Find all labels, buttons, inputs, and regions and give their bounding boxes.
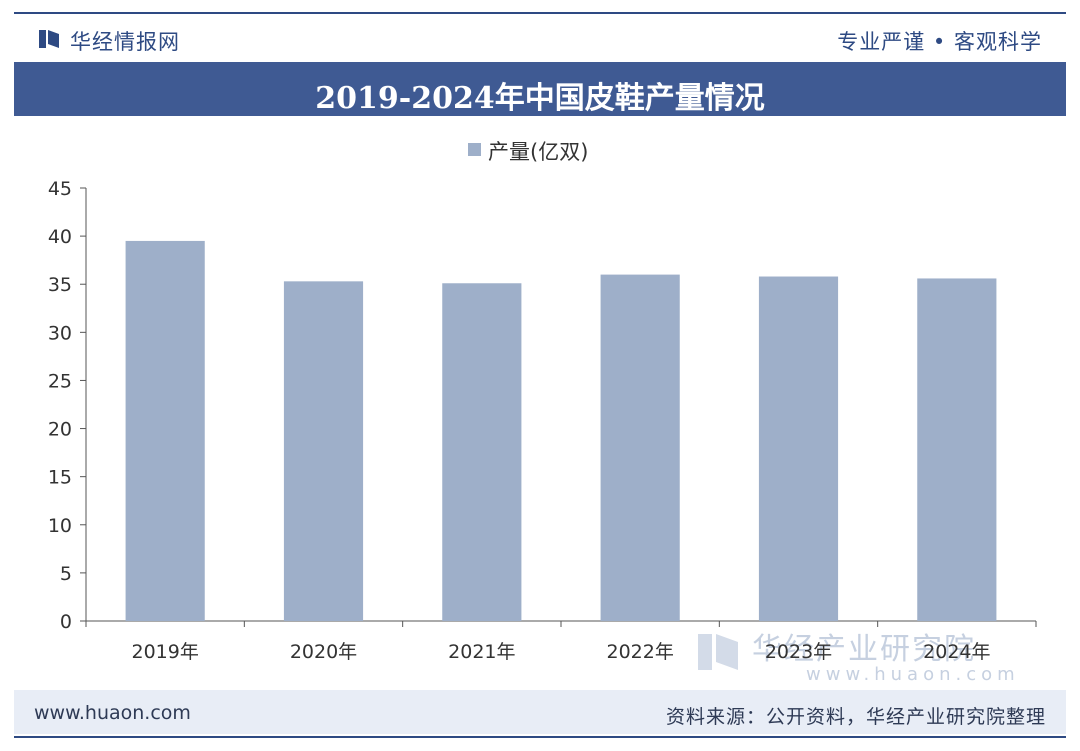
y-tick-label: 35: [48, 274, 72, 296]
x-tick-label: 2021年: [448, 641, 515, 663]
legend-label: 产量(亿双): [488, 140, 589, 164]
x-tick-label: 2023年: [765, 641, 832, 663]
watermark: 华经产业研究院 www.huaon.com: [696, 624, 1026, 685]
top-rule: [14, 12, 1066, 14]
y-tick-label: 15: [48, 467, 72, 489]
y-tick-label: 0: [60, 611, 72, 633]
bar-2022年: [600, 274, 680, 621]
watermark-logo-icon: [698, 634, 738, 670]
y-tick-label: 40: [48, 226, 72, 248]
brand-name: 华经情报网: [70, 30, 180, 54]
y-tick-label: 30: [48, 322, 72, 344]
legend-swatch: [468, 143, 481, 156]
y-tick-label: 45: [48, 178, 72, 200]
footer-source: 资料来源：公开资料，华经产业研究院整理: [665, 706, 1046, 728]
x-tick-label: 2020年: [290, 641, 357, 663]
chart-title: 2019-2024年中国皮鞋产量情况: [315, 81, 765, 116]
bar-2023年: [758, 276, 839, 621]
bar-2019年: [125, 240, 205, 621]
y-tick-label: 5: [60, 563, 72, 585]
title-bar: 2019-2024年中国皮鞋产量情况: [14, 62, 1066, 116]
y-tick-label: 20: [48, 419, 72, 441]
huajing-logo-icon: [39, 30, 59, 48]
x-tick-label: 2024年: [923, 641, 990, 663]
footer-url: www.huaon.com: [34, 702, 191, 724]
slogan: 专业严谨 • 客观科学: [837, 30, 1042, 54]
y-tick-label: 25: [48, 370, 72, 392]
bar-2020年: [283, 281, 364, 621]
x-tick-label: 2022年: [606, 641, 673, 663]
bar-2024年: [917, 278, 997, 621]
watermark-name: 华经产业研究院: [752, 632, 976, 667]
x-tick-label: 2019年: [131, 641, 198, 663]
brand-row: 华经情报网 专业严谨 • 客观科学: [14, 18, 1066, 58]
watermark-url: www.huaon.com: [806, 664, 1020, 685]
bottom-rule: [14, 736, 1066, 738]
bar-2021年: [442, 283, 522, 621]
footer-bar: www.huaon.com 资料来源：公开资料，华经产业研究院整理: [14, 690, 1066, 734]
y-tick-label: 10: [48, 515, 72, 537]
